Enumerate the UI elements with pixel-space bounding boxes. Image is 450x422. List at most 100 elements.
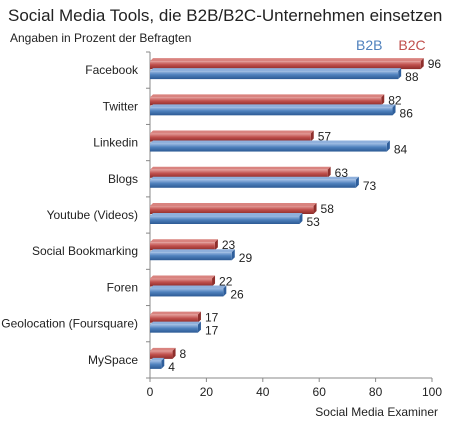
bar-b2c [150,203,317,214]
bar-b2b-front [150,216,300,224]
x-tick-label: 20 [200,385,214,399]
value-label-b2b: 86 [400,106,414,120]
bar-b2c [150,130,314,142]
category-label: Linkedin [93,136,138,150]
bar-b2b [150,140,390,152]
bar-b2c [150,275,216,287]
x-tick-label: 80 [369,385,383,399]
value-label-b2c: 63 [335,166,349,180]
bar-b2c-front [150,278,213,287]
bar-b2c [150,58,424,70]
bar-b2c-side [420,58,424,70]
bar-b2c-top [150,166,331,170]
value-label-b2c: 57 [318,130,332,144]
bar-b2c [150,347,176,359]
bar-b2c-side [313,203,317,214]
bar-b2b-side [161,357,165,369]
bar-b2b-top [150,213,303,216]
category-label: Facebook [85,63,139,77]
x-tick-label: 100 [422,385,442,399]
bar-b2b-front [150,324,198,333]
bar-b2c [150,166,331,178]
bar-b2b [150,249,235,261]
category-label: Foren [107,280,138,294]
bar-b2c [150,94,385,106]
bar-b2c-top [150,239,218,243]
bar-b2c-side [381,94,385,106]
bar-b2b-front [150,360,162,369]
value-label-b2c: 17 [205,311,219,325]
bar-b2b [150,104,396,116]
bar-b2c-front [150,169,328,178]
value-label-b2b: 84 [394,143,408,157]
bar-b2b-top [150,68,402,72]
bar-b2c-top [150,58,424,62]
bar-b2b-front [150,288,224,297]
bar-b2b [150,176,359,188]
bar-b2c-top [150,130,314,134]
value-label-b2b: 4 [168,360,175,374]
bar-b2c-front [150,314,198,323]
source-label: Social Media Examiner [315,405,438,419]
bar-b2b-top [150,249,235,253]
value-label-b2b: 17 [205,324,219,338]
bar-b2b-top [150,285,227,289]
value-label-b2c: 96 [428,57,442,71]
bar-b2b-front [150,71,399,80]
bar-b2c-side [212,275,216,287]
category-label: Blogs [108,172,138,186]
bar-b2c [150,311,201,323]
value-label-b2b: 26 [230,287,244,301]
bar-b2b-top [150,321,201,325]
bar-b2c-top [150,311,201,315]
bar-b2b-side [223,285,227,297]
category-label: Youtube (Videos) [47,208,138,222]
chart-subtitle: Angaben in Prozent der Befragten [10,31,192,45]
bar-b2c-front [150,242,215,251]
legend: B2B B2C [356,37,438,53]
value-label-b2c: 23 [222,238,236,252]
bar-b2b-front [150,252,232,261]
bar-b2c-top [150,275,216,279]
bar-b2b [150,285,227,297]
bar-b2c-side [214,239,218,251]
bar-b2c-side [327,166,331,178]
bar-b2b-front [150,143,387,152]
legend-b2c: B2C [398,37,426,53]
bar-b2b-top [150,357,165,361]
bar-b2c-front [150,206,314,214]
bar-b2c-front [150,133,311,142]
bar-b2b-front [150,179,356,188]
bar-b2b-top [150,140,390,144]
category-label: Twitter [103,99,138,113]
bar-b2c-side [197,311,201,323]
category-label: MySpace [88,353,138,367]
bar-b2b-side [392,104,396,116]
bar-b2c-front [150,350,173,359]
bar-b2b-side [231,249,235,261]
bar-b2b-side [398,68,402,80]
legend-b2b: B2B [356,37,383,53]
bar-b2b-top [150,104,396,108]
value-label-b2b: 88 [405,70,419,84]
bar-b2c-top [150,203,317,206]
category-label: Geolocation (Foursquare) [1,317,138,331]
bar-b2c-side [310,130,314,142]
bar-b2b-side [386,140,390,152]
chart-title: Social Media Tools, die B2B/B2C-Unterneh… [8,6,443,25]
x-tick-label: 60 [313,385,327,399]
x-tick-label: 40 [256,385,270,399]
bar-b2b [150,321,201,333]
bar-b2b [150,68,402,80]
value-label-b2c: 58 [321,202,335,216]
bar-b2c-side [172,347,176,359]
bar-b2c-front [150,61,421,70]
value-label-b2b: 73 [363,179,377,193]
value-label-b2c: 22 [219,274,233,288]
bar-b2c-front [150,97,382,106]
bar-b2c-top [150,347,176,351]
value-label-b2b: 29 [239,251,253,265]
bar-b2b-side [299,213,303,224]
bar-b2b [150,357,165,369]
